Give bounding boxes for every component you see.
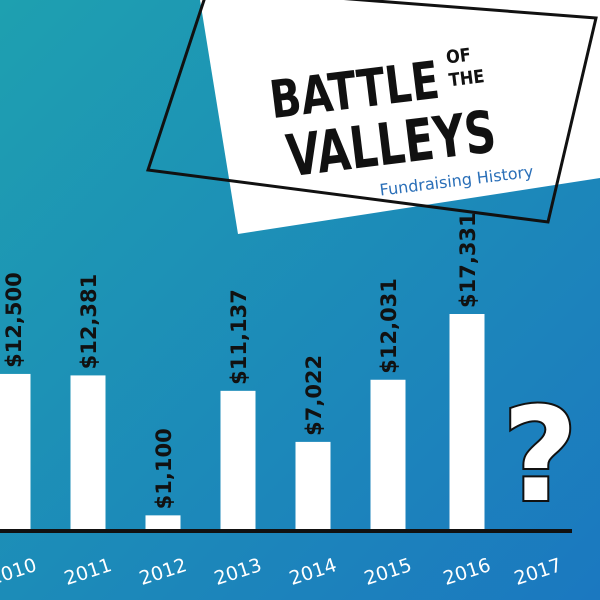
title-card bbox=[200, 0, 600, 234]
bar bbox=[0, 373, 31, 529]
value-label: $12,500 bbox=[2, 272, 26, 368]
title-frame bbox=[146, 0, 598, 224]
value-label: $12,381 bbox=[77, 274, 101, 370]
bar bbox=[449, 314, 485, 529]
value-label: $17,331 bbox=[456, 212, 480, 308]
value-label: $7,022 bbox=[302, 355, 326, 436]
bar bbox=[220, 390, 256, 529]
value-label: $12,031 bbox=[377, 278, 401, 374]
annotation: ? bbox=[502, 379, 577, 531]
chart-title: THE bbox=[448, 66, 486, 91]
title-group: BATTLE OF THE VALLEYS Fundraising Histor… bbox=[266, 45, 534, 200]
chart-title: OF bbox=[445, 45, 472, 69]
bar bbox=[370, 379, 406, 529]
bar bbox=[70, 375, 106, 529]
bar bbox=[295, 441, 331, 529]
value-label: $1,100 bbox=[152, 428, 176, 509]
bar bbox=[145, 515, 181, 529]
value-label: $11,137 bbox=[227, 289, 251, 385]
